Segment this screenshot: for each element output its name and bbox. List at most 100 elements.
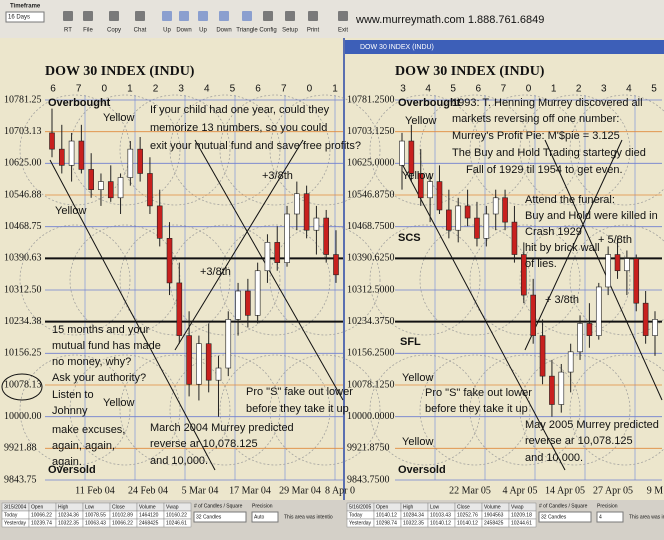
annotation: Yellow bbox=[103, 397, 134, 409]
candle-body bbox=[294, 194, 299, 214]
octave-mark: 3 bbox=[601, 84, 607, 95]
table-cell-text: Yesterday bbox=[4, 520, 27, 526]
toolbar-icon[interactable] bbox=[338, 11, 348, 21]
annotation: + 5/8th bbox=[598, 234, 632, 246]
annotation: Oversold bbox=[398, 464, 446, 476]
candle-body bbox=[59, 149, 64, 165]
toolbar-icon[interactable] bbox=[162, 11, 172, 21]
annotation: Yellow bbox=[402, 170, 433, 182]
toolbar-icon[interactable] bbox=[308, 11, 318, 21]
toolbar-button[interactable]: Setup bbox=[282, 28, 298, 34]
precision-label: Precision bbox=[597, 503, 618, 509]
annotation: reverse ar 10,078.125 bbox=[150, 438, 258, 450]
octave-mark: 5 bbox=[450, 84, 456, 95]
candle-body bbox=[503, 198, 508, 222]
table-header: 3/15/2004 bbox=[4, 504, 26, 510]
octave-mark: 1 bbox=[551, 84, 557, 95]
timeframe-label: Timeframe bbox=[10, 4, 41, 10]
candle-body bbox=[167, 238, 172, 283]
annotation: and 10,000. bbox=[525, 452, 583, 464]
candle-body bbox=[128, 149, 133, 177]
y-tick-label: 9921.8750 bbox=[347, 443, 390, 454]
x-tick-label: 22 Mar 05 bbox=[449, 485, 491, 496]
timeframe-value[interactable]: 16 Days bbox=[8, 15, 30, 21]
chart-title: DOW 30 INDEX (INDU) bbox=[395, 64, 545, 79]
table-header: Vwap bbox=[166, 504, 179, 510]
table-cell-text: 10244.61 bbox=[511, 520, 532, 526]
toolbar-icon[interactable] bbox=[83, 11, 93, 21]
toolbar-button[interactable]: Print bbox=[307, 28, 320, 34]
candle-body bbox=[540, 336, 545, 377]
toolbar-button[interactable]: Exit bbox=[338, 28, 348, 34]
toolbar-button[interactable]: Down bbox=[216, 28, 231, 34]
y-tick-label: 10468.7500 bbox=[347, 221, 395, 232]
candle-body bbox=[216, 368, 221, 380]
toolbar-icon[interactable] bbox=[135, 11, 145, 21]
table-cell-text: 10078.55 bbox=[85, 512, 106, 518]
y-tick-label: 10546.8750 bbox=[347, 189, 395, 200]
octave-mark: 0 bbox=[307, 84, 313, 95]
octave-mark: 7 bbox=[281, 84, 287, 95]
octave-mark: 3 bbox=[400, 84, 406, 95]
table-cell-text: 10140.12 bbox=[376, 512, 397, 518]
precision-value[interactable]: 4 bbox=[599, 514, 602, 520]
toolbar-button[interactable]: Config bbox=[259, 28, 276, 34]
candle-body bbox=[118, 178, 123, 198]
octave-mark: 7 bbox=[501, 84, 507, 95]
candles-value[interactable]: 32 Candles bbox=[541, 514, 567, 520]
toolbar-icon[interactable] bbox=[198, 11, 208, 21]
octave-mark: 7 bbox=[76, 84, 82, 95]
annotation: 1993: T. Henning Murrey discovered all bbox=[452, 97, 643, 109]
candle-body bbox=[400, 141, 405, 165]
octave-mark: 6 bbox=[50, 84, 56, 95]
annotation: memorize 13 numbers, so you could bbox=[150, 122, 327, 134]
toolbar-icon[interactable] bbox=[219, 11, 229, 21]
annotation: Yellow bbox=[55, 205, 86, 217]
table-cell-text: 10209.18 bbox=[511, 512, 532, 518]
table-cell-text: 10298.74 bbox=[376, 520, 397, 526]
precision-value[interactable]: Auto bbox=[254, 514, 265, 520]
table-cell-text: 10140.12 bbox=[430, 520, 451, 526]
toolbar-icon[interactable] bbox=[242, 11, 252, 21]
annotation: Johnny bbox=[52, 405, 88, 417]
candles-value[interactable]: 32 Candles bbox=[196, 514, 222, 520]
toolbar-button[interactable]: File bbox=[83, 28, 93, 34]
octave-mark: 4 bbox=[425, 84, 431, 95]
toolbar-button[interactable]: Chat bbox=[134, 28, 147, 34]
toolbar-icon[interactable] bbox=[285, 11, 295, 21]
x-tick-label: 29 Mar 04 bbox=[279, 485, 321, 496]
toolbar-button[interactable]: Up bbox=[163, 28, 171, 34]
candles-label: # of Candles / Square bbox=[194, 503, 243, 509]
annotation: Yellow bbox=[402, 436, 433, 448]
annotation: SFL bbox=[400, 336, 421, 348]
candle-body bbox=[89, 169, 94, 189]
octave-mark: 5 bbox=[651, 84, 657, 95]
candle-body bbox=[138, 149, 143, 173]
toolbar-button[interactable]: RT bbox=[64, 28, 72, 34]
toolbar-icon[interactable] bbox=[263, 11, 273, 21]
toolbar-button[interactable]: Copy bbox=[107, 28, 121, 34]
candle-body bbox=[428, 182, 433, 198]
y-tick-label: 10312.5000 bbox=[347, 284, 395, 295]
toolbar-button[interactable]: Up bbox=[199, 28, 207, 34]
toolbar-icon[interactable] bbox=[109, 11, 119, 21]
candle-body bbox=[265, 242, 270, 270]
annotation: Yellow bbox=[402, 372, 433, 384]
toolbar-button[interactable]: Down bbox=[176, 28, 191, 34]
table-header: Close bbox=[457, 504, 470, 510]
annotation: markets reversing off one number: bbox=[452, 113, 619, 125]
y-tick-label: 10468.75 bbox=[4, 221, 42, 232]
table-cell-text: Yesterday bbox=[349, 520, 372, 526]
candle-body bbox=[314, 218, 319, 230]
table-header: Vwap bbox=[511, 504, 524, 510]
table-header: High bbox=[403, 504, 414, 510]
candle-body bbox=[559, 372, 564, 404]
y-tick-label: 10234.3750 bbox=[347, 316, 395, 327]
table-cell-text: 10284.34 bbox=[403, 512, 424, 518]
toolbar-icon[interactable] bbox=[179, 11, 189, 21]
table-cell-text: 1904563 bbox=[484, 512, 504, 518]
toolbar-icon[interactable] bbox=[63, 11, 73, 21]
annotation: Overbought bbox=[48, 97, 111, 109]
annotation: Pro "S" fake out lower bbox=[425, 387, 532, 399]
toolbar-button[interactable]: Triangle bbox=[236, 28, 258, 34]
